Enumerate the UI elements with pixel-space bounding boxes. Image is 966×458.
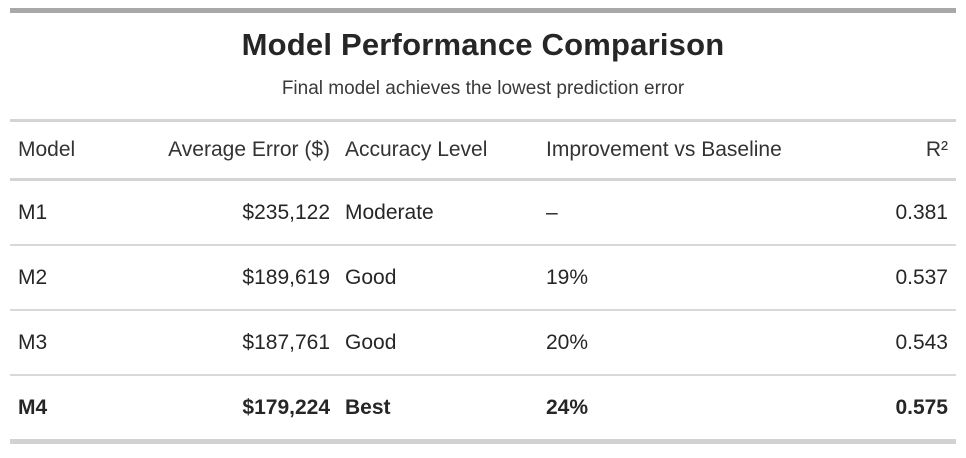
table-top-border xyxy=(10,8,956,13)
column-header-avg-error: Average Error ($) xyxy=(118,122,330,181)
cell-improvement: 20% xyxy=(538,310,848,376)
column-header-model: Model xyxy=(10,122,118,181)
table-body: M1 $235,122 Moderate – 0.381 M2 $189,619… xyxy=(10,179,956,440)
column-header-accuracy: Accuracy Level xyxy=(330,122,538,181)
performance-table: Model Average Error ($) Accuracy Level I… xyxy=(10,122,956,439)
table-row-m2: M2 $189,619 Good 19% 0.537 xyxy=(10,245,956,311)
page-subtitle: Final model achieves the lowest predicti… xyxy=(281,78,685,99)
cell-accuracy: Moderate xyxy=(330,179,538,246)
cell-accuracy: Good xyxy=(330,245,538,311)
cell-model: M2 xyxy=(10,245,118,311)
cell-accuracy: Best xyxy=(345,395,391,419)
cell-avg-error: $235,122 xyxy=(118,179,330,246)
cell-r-squared: 0.543 xyxy=(848,310,956,376)
table-header: Model Average Error ($) Accuracy Level I… xyxy=(10,122,956,181)
table-row-m3: M3 $187,761 Good 20% 0.543 xyxy=(10,310,956,376)
cell-improvement: 24% xyxy=(546,395,589,419)
table-row-m1: M1 $235,122 Moderate – 0.381 xyxy=(10,179,956,246)
cell-improvement: 19% xyxy=(538,245,848,311)
cell-improvement: – xyxy=(538,179,848,246)
cell-model: M1 xyxy=(10,179,118,246)
column-header-r-squared: R² xyxy=(848,122,956,181)
header-row: Model Average Error ($) Accuracy Level I… xyxy=(10,122,956,181)
page-title: Model Performance Comparison xyxy=(241,27,725,62)
cell-r-squared: 0.381 xyxy=(848,179,956,246)
column-header-improvement: Improvement vs Baseline xyxy=(538,122,848,181)
cell-r-squared: 0.575 xyxy=(895,395,948,419)
cell-model: M4 xyxy=(18,395,48,419)
cell-avg-error: $179,224 xyxy=(242,395,330,419)
cell-accuracy: Good xyxy=(330,310,538,376)
cell-r-squared: 0.537 xyxy=(848,245,956,311)
table-heading: Model Performance Comparison Final model… xyxy=(10,13,956,122)
cell-avg-error: $187,761 xyxy=(118,310,330,376)
table-bottom-border xyxy=(10,439,956,444)
cell-avg-error: $189,619 xyxy=(118,245,330,311)
table-row-m4-best: M4 $179,224 Best 24% 0.575 xyxy=(10,375,956,439)
cell-model: M3 xyxy=(10,310,118,376)
